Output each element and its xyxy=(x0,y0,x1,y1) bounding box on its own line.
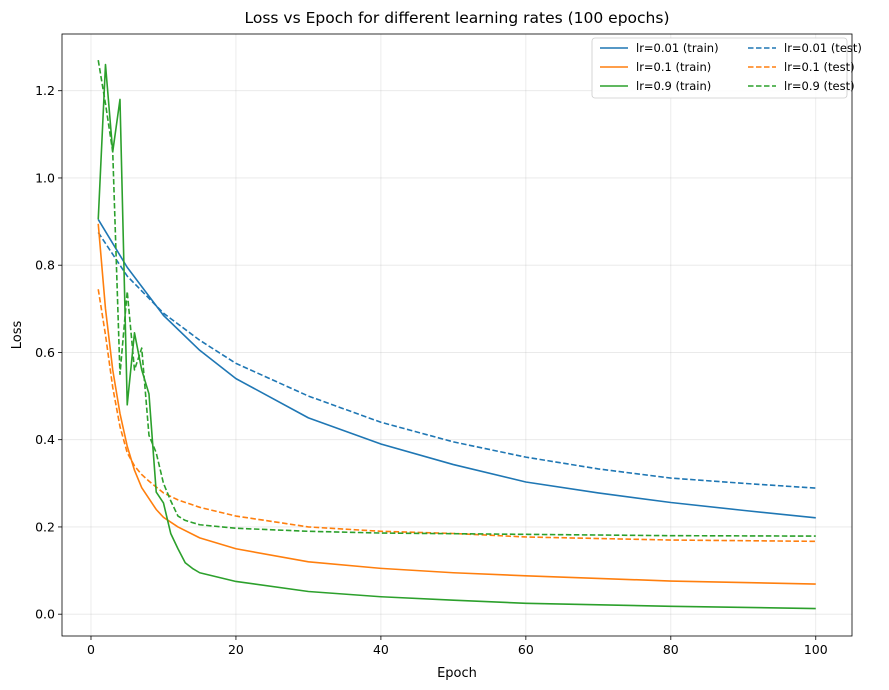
y-axis-ticks: 0.0 0.2 0.4 0.6 0.8 1.0 1.2 xyxy=(35,83,62,622)
x-tick-label: 20 xyxy=(228,642,244,657)
legend-label: lr=0.01 (test) xyxy=(784,41,862,55)
series-line-1 xyxy=(97,232,816,489)
y-tick-label: 1.2 xyxy=(35,83,55,98)
series-line-0 xyxy=(97,218,816,519)
chart-title: Loss vs Epoch for different learning rat… xyxy=(244,9,669,27)
plot-frame xyxy=(61,33,853,637)
y-tick-label: 0.0 xyxy=(35,607,55,622)
legend: lr=0.01 (train) lr=0.01 (test) lr=0.1 (tra… xyxy=(591,37,862,99)
y-tick-label: 0.2 xyxy=(35,519,55,534)
y-axis-label: Loss xyxy=(10,321,25,350)
x-tick-label: 100 xyxy=(804,642,828,657)
x-axis-label: Epoch xyxy=(437,666,477,681)
y-tick-label: 0.8 xyxy=(35,258,55,273)
grid xyxy=(62,34,852,636)
x-tick-label: 0 xyxy=(87,642,95,657)
x-tick-label: 40 xyxy=(373,642,389,657)
series-line-5 xyxy=(97,60,816,537)
legend-label: lr=0.9 (test) xyxy=(784,79,855,93)
x-tick-label: 60 xyxy=(518,642,534,657)
x-tick-label: 80 xyxy=(663,642,679,657)
y-tick-label: 0.6 xyxy=(35,345,55,360)
x-axis-ticks: 0 20 40 60 80 100 xyxy=(87,636,828,657)
series-line-2 xyxy=(97,223,816,585)
legend-label: lr=0.01 (train) xyxy=(636,41,719,55)
y-tick-label: 0.4 xyxy=(35,432,55,447)
legend-label: lr=0.1 (test) xyxy=(784,60,855,74)
series-line-3 xyxy=(97,289,816,543)
series-line-4 xyxy=(97,63,816,610)
series-lines xyxy=(97,60,816,610)
legend-label: lr=0.1 (train) xyxy=(636,60,711,74)
legend-label: lr=0.9 (train) xyxy=(636,79,711,93)
y-tick-label: 1.0 xyxy=(35,170,55,185)
legend-box xyxy=(591,37,848,99)
